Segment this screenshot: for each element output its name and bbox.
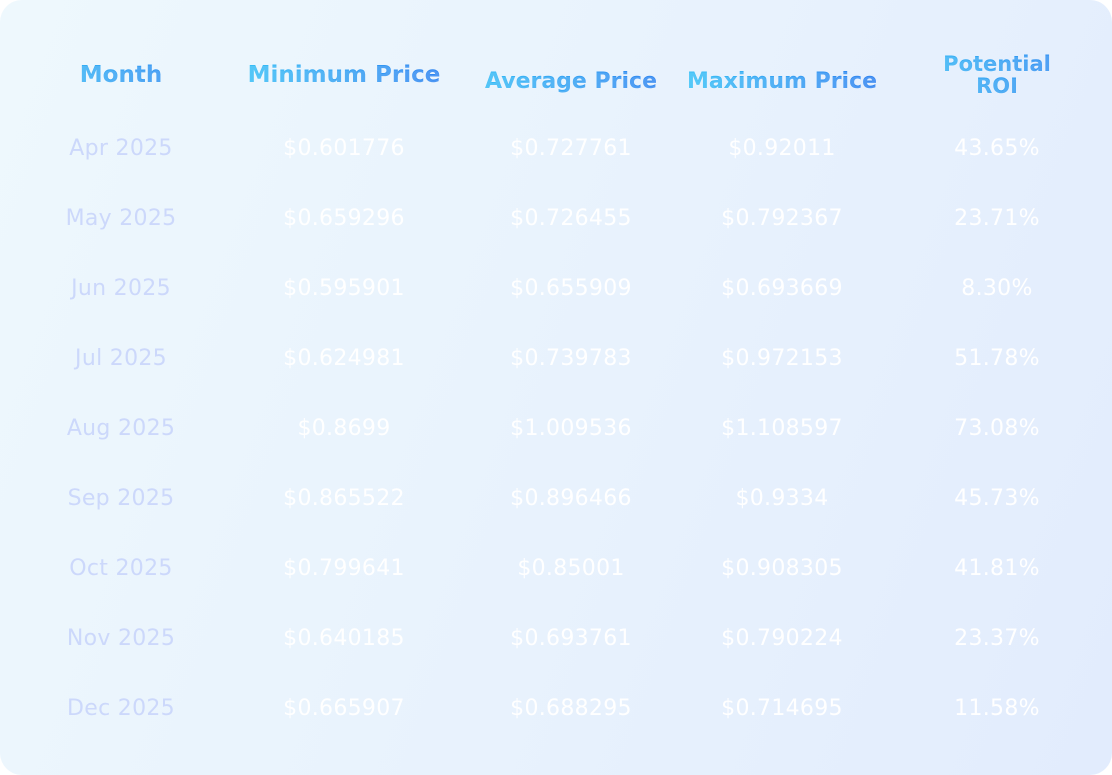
cell-month: Aug 2025 [66, 415, 176, 441]
cell-average-price: $0.727761 [510, 135, 632, 161]
cell-maximum-price: $0.790224 [721, 625, 843, 651]
cell-potential-roi: 51.78% [954, 345, 1040, 371]
table-row: May 2025 $0.659296 $0.726455 $0.792367 23.71… [0, 183, 1112, 253]
cell-potential-roi: 43.65% [954, 135, 1040, 161]
cell-month: Oct 2025 [69, 555, 173, 581]
cell-average-price: $0.688295 [510, 695, 632, 721]
cell-potential-roi: 45.73% [954, 485, 1040, 511]
cell-potential-roi: 73.08% [954, 415, 1040, 441]
cell-minimum-price: $0.865522 [283, 485, 405, 511]
cell-maximum-price: $0.792367 [721, 205, 843, 231]
cell-minimum-price: $0.799641 [283, 555, 405, 581]
cell-potential-roi: 8.30% [961, 275, 1033, 301]
cell-average-price: $0.726455 [510, 205, 632, 231]
cell-maximum-price: $1.108597 [721, 415, 843, 441]
cell-average-price: $0.85001 [517, 555, 625, 581]
cell-potential-roi: 41.81% [954, 555, 1040, 581]
cell-maximum-price: $0.693669 [721, 275, 843, 301]
cell-minimum-price: $0.665907 [283, 695, 405, 721]
cell-maximum-price: $0.92011 [728, 135, 836, 161]
header-potential-roi: Potential ROI [890, 40, 1104, 110]
cell-potential-roi: 23.71% [954, 205, 1040, 231]
table-row: Aug 2025 $0.8699 $1.009536 $1.108597 73.08% [0, 393, 1112, 463]
cell-minimum-price: $0.624981 [283, 345, 405, 371]
cell-average-price: $0.739783 [510, 345, 632, 371]
cell-month: Nov 2025 [66, 625, 176, 651]
cell-month: Dec 2025 [67, 695, 175, 721]
cell-average-price: $0.655909 [510, 275, 632, 301]
table-body: Apr 2025 $0.601776 $0.727761 $0.92011 43.65%… [0, 113, 1112, 743]
header-average-price: Average Price [462, 40, 680, 116]
header-month: Month [20, 40, 222, 110]
cell-month: Jun 2025 [71, 275, 171, 301]
cell-month: Jul 2025 [75, 345, 167, 371]
cell-month: May 2025 [65, 205, 177, 231]
cell-potential-roi: 23.37% [954, 625, 1040, 651]
cell-average-price: $1.009536 [510, 415, 632, 441]
cell-minimum-price: $0.601776 [283, 135, 405, 161]
header-maximum-price: Maximum Price [678, 40, 886, 116]
table-row: Apr 2025 $0.601776 $0.727761 $0.92011 43.65% [0, 113, 1112, 183]
header-minimum-price: Minimum Price [230, 40, 458, 110]
table-header-row: Month Minimum Price Average Price Maximu… [0, 40, 1112, 110]
cell-month: Sep 2025 [67, 485, 175, 511]
cell-average-price: $0.896466 [510, 485, 632, 511]
cell-minimum-price: $0.640185 [283, 625, 405, 651]
table-row: Dec 2025 $0.665907 $0.688295 $0.714695 11.58… [0, 673, 1112, 743]
cell-maximum-price: $0.9334 [735, 485, 829, 511]
table-row: Nov 2025 $0.640185 $0.693761 $0.790224 23.37… [0, 603, 1112, 673]
table-row: Jun 2025 $0.595901 $0.655909 $0.693669 8.30% [0, 253, 1112, 323]
table-row: Jul 2025 $0.624981 $0.739783 $0.972153 51.78… [0, 323, 1112, 393]
table-row: Oct 2025 $0.799641 $0.85001 $0.908305 41.81% [0, 533, 1112, 603]
cell-potential-roi: 11.58% [954, 695, 1040, 721]
cell-maximum-price: $0.972153 [721, 345, 843, 371]
cell-average-price: $0.693761 [510, 625, 632, 651]
header-roi-line2: ROI [976, 74, 1018, 98]
cell-minimum-price: $0.595901 [283, 275, 405, 301]
cell-minimum-price: $0.659296 [283, 205, 405, 231]
header-roi-line1: Potential [943, 52, 1051, 76]
cell-minimum-price: $0.8699 [297, 415, 391, 441]
cell-maximum-price: $0.908305 [721, 555, 843, 581]
cell-maximum-price: $0.714695 [721, 695, 843, 721]
table-row: Sep 2025 $0.865522 $0.896466 $0.9334 45.73% [0, 463, 1112, 533]
cell-month: Apr 2025 [69, 135, 173, 161]
